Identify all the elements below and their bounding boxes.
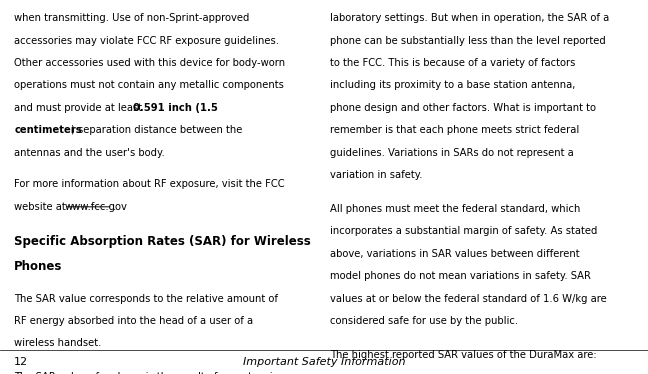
Text: phone can be substantially less than the level reported: phone can be substantially less than the… (330, 36, 607, 46)
Text: All phones must meet the federal standard, which: All phones must meet the federal standar… (330, 204, 581, 214)
Text: laboratory settings. But when in operation, the SAR of a: laboratory settings. But when in operati… (330, 13, 610, 23)
Text: incorporates a substantial margin of safety. As stated: incorporates a substantial margin of saf… (330, 226, 598, 236)
Text: model phones do not mean variations in safety. SAR: model phones do not mean variations in s… (330, 271, 592, 281)
Text: variation in safety.: variation in safety. (330, 170, 423, 180)
Text: .: . (113, 202, 116, 212)
Text: The SAR value corresponds to the relative amount of: The SAR value corresponds to the relativ… (14, 294, 278, 304)
Text: guidelines. Variations in SARs do not represent a: guidelines. Variations in SARs do not re… (330, 148, 574, 158)
Text: website at: website at (14, 202, 69, 212)
Text: accessories may violate FCC RF exposure guidelines.: accessories may violate FCC RF exposure … (14, 36, 279, 46)
Text: remember is that each phone meets strict federal: remember is that each phone meets strict… (330, 125, 580, 135)
Text: Important Safety Information: Important Safety Information (243, 357, 405, 367)
Text: antennas and the user's body.: antennas and the user's body. (14, 148, 165, 158)
Text: and must provide at least: and must provide at least (14, 103, 146, 113)
Text: phone design and other factors. What is important to: phone design and other factors. What is … (330, 103, 596, 113)
Text: to the FCC. This is because of a variety of factors: to the FCC. This is because of a variety… (330, 58, 576, 68)
Text: above, variations in SAR values between different: above, variations in SAR values between … (330, 249, 580, 259)
Text: Other accessories used with this device for body-worn: Other accessories used with this device … (14, 58, 285, 68)
Text: RF energy absorbed into the head of a user of a: RF energy absorbed into the head of a us… (14, 316, 253, 326)
Text: including its proximity to a base station antenna,: including its proximity to a base statio… (330, 80, 576, 91)
Text: Phones: Phones (14, 260, 63, 273)
Text: For more information about RF exposure, visit the FCC: For more information about RF exposure, … (14, 179, 285, 189)
Text: considered safe for use by the public.: considered safe for use by the public. (330, 316, 518, 326)
Text: ) separation distance between the: ) separation distance between the (71, 125, 242, 135)
Text: www.fcc.gov: www.fcc.gov (64, 202, 127, 212)
Text: Specific Absorption Rates (SAR) for Wireless: Specific Absorption Rates (SAR) for Wire… (14, 235, 311, 248)
Text: 12: 12 (14, 357, 29, 367)
Text: The SAR value of a phone is the result of an extensive: The SAR value of a phone is the result o… (14, 372, 285, 374)
Text: centimeters: centimeters (14, 125, 82, 135)
Text: The highest reported SAR values of the DuraMax are:: The highest reported SAR values of the D… (330, 350, 597, 360)
Text: wireless handset.: wireless handset. (14, 338, 102, 349)
Text: when transmitting. Use of non-Sprint-approved: when transmitting. Use of non-Sprint-app… (14, 13, 249, 23)
Text: operations must not contain any metallic components: operations must not contain any metallic… (14, 80, 284, 91)
Text: values at or below the federal standard of 1.6 W/kg are: values at or below the federal standard … (330, 294, 607, 304)
Text: 0.591 inch (1.5: 0.591 inch (1.5 (133, 103, 218, 113)
